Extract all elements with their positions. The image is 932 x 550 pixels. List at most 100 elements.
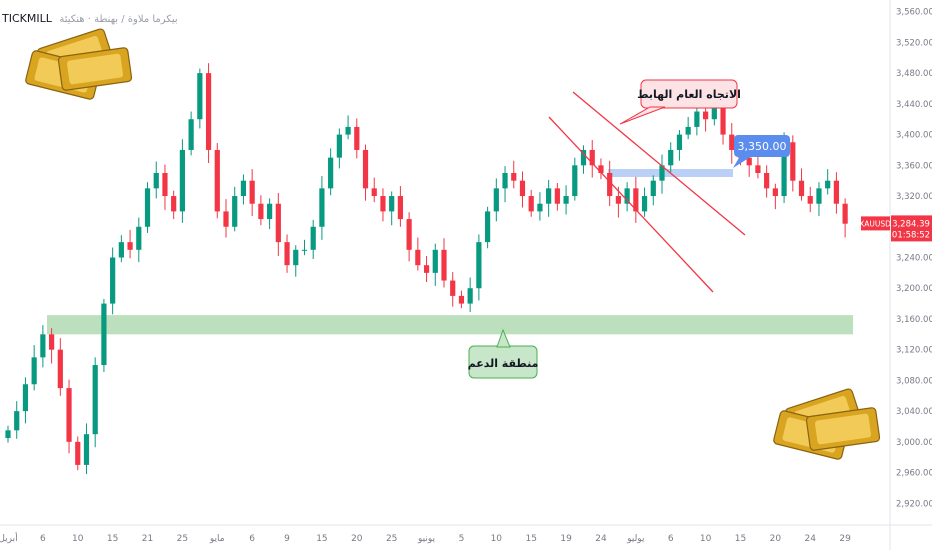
target-badge[interactable] [734,135,790,157]
candle [362,149,369,189]
x-tick-label: أبريل [0,532,18,544]
candle [14,411,20,431]
x-tick-label: 20 [770,534,782,544]
x-tick-label: 24 [805,534,817,544]
candle [40,334,46,358]
candle [249,180,255,204]
chart-subtitle: بيكرما ملاوة / بهنطة · هنكيئة [59,14,178,25]
candle [485,211,491,243]
candle [144,188,151,227]
x-tick-label: 6 [40,534,46,544]
y-tick-label: 3,200.00 [896,284,932,294]
trend-line-lower[interactable] [548,116,714,293]
candle [694,111,700,127]
y-tick-label: 2,920.00 [896,499,932,509]
candle [319,188,325,227]
candle [406,219,412,250]
x-tick-label: 5 [459,534,465,544]
x-tick-label: 25 [386,534,397,544]
candle [153,173,159,189]
candle [127,242,133,250]
candle [659,165,665,181]
downtrend-label: الاتجاه العام الهابط [637,88,741,101]
candle [92,365,98,435]
x-tick-label: 10 [700,534,712,544]
candle [380,196,386,212]
y-tick-label: 3,440.00 [896,100,932,110]
x-tick-label: 15 [316,534,327,544]
trend-line-upper[interactable] [572,91,746,236]
candle [205,73,212,150]
last-price: 3,284.39 [892,219,930,229]
candle [755,165,761,173]
candle [345,126,351,135]
candle [214,149,220,212]
candle [685,126,691,135]
last-price-badge [891,215,932,242]
candle [110,257,116,304]
candle [432,249,438,273]
candle [511,173,517,181]
y-tick-label: 3,520.00 [896,38,932,48]
x-tick-label: 15 [525,534,536,544]
y-tick-label: 3,120.00 [896,346,932,356]
candle [354,126,360,150]
candle [293,249,299,266]
candle [240,180,247,197]
candle [493,188,499,212]
candle [554,188,560,204]
candle [328,157,334,189]
x-tick-label: 6 [668,534,674,544]
x-tick-label: 10 [491,534,503,544]
x-tick-label: 9 [284,534,290,544]
candle [441,249,447,281]
x-tick-label: 15 [735,534,746,544]
candle [423,265,430,273]
candle [49,334,55,350]
candle [284,242,290,266]
y-tick-label: 2,960.00 [896,469,932,479]
downtrend-callout[interactable] [640,79,738,109]
candle [467,288,473,304]
x-tick-label: 15 [107,534,118,544]
candle [83,434,90,465]
candle [397,196,403,220]
candle [563,196,569,204]
downtrend-callout-pointer [619,106,666,125]
y-tick-label: 3,080.00 [896,376,932,386]
support-callout-pointer [496,328,511,348]
candle [275,203,281,243]
y-tick-label: 3,560.00 [896,8,932,18]
x-tick-label: يوليو [626,534,645,544]
candle [589,149,595,166]
x-tick-label: يونيو [417,534,436,544]
candle [572,165,578,197]
candle [624,188,630,204]
candle [807,196,813,204]
candle [607,173,613,197]
candle [615,196,621,204]
y-tick-label: 3,360.00 [896,161,932,171]
candle [790,142,796,181]
candle [101,303,107,366]
candle [179,149,185,212]
candle [720,103,726,135]
candle [75,441,81,465]
candle [528,196,534,212]
candle [171,196,177,212]
candle [703,111,709,120]
candle [5,430,11,439]
candle [781,142,787,197]
candle [746,157,752,166]
candle [729,134,735,150]
candle [519,180,526,197]
y-tick-label: 3,160.00 [896,315,932,325]
y-tick-label: 3,480.00 [896,69,932,79]
y-tick-label: 3,240.00 [896,254,932,264]
candle [668,149,674,166]
candle [598,165,604,173]
gold-bars-image-top [25,28,133,100]
candle [188,119,194,150]
candle [258,203,264,220]
